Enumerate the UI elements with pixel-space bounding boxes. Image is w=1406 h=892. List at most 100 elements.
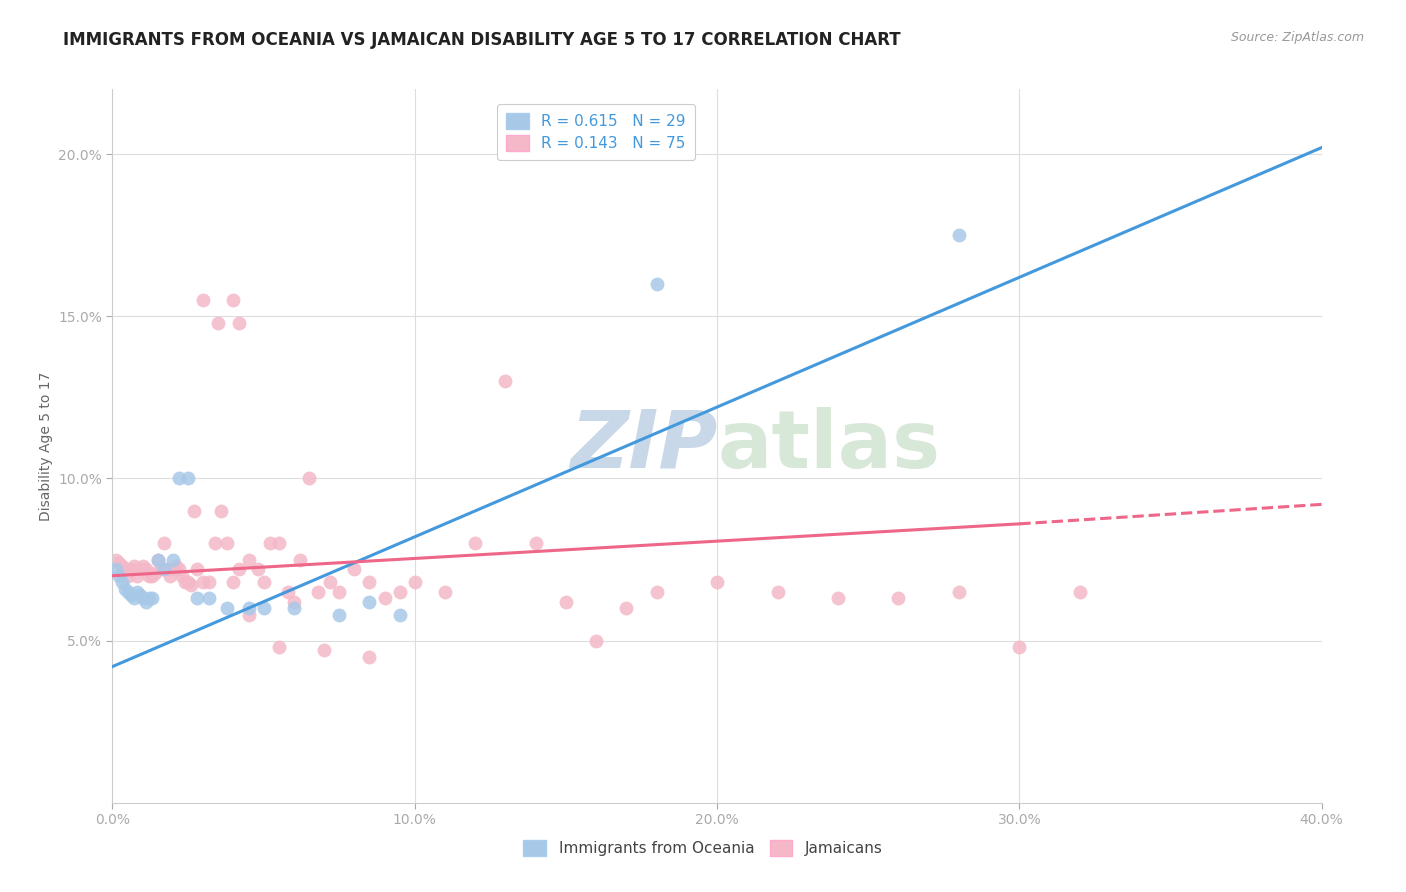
Point xyxy=(138,568,160,582)
Point xyxy=(948,585,970,599)
Point xyxy=(277,585,299,599)
Point xyxy=(359,649,381,664)
Point xyxy=(186,591,208,606)
Point xyxy=(191,575,214,590)
Text: Source: ZipAtlas.com: Source: ZipAtlas.com xyxy=(1230,31,1364,45)
Point xyxy=(328,607,350,622)
Point xyxy=(524,536,547,550)
Point xyxy=(104,562,127,576)
Point xyxy=(253,601,276,615)
Point xyxy=(238,601,260,615)
Point xyxy=(209,504,232,518)
Point xyxy=(319,575,342,590)
Point xyxy=(217,601,239,615)
Point xyxy=(146,552,169,566)
Point xyxy=(120,588,142,602)
Point xyxy=(198,591,221,606)
Point xyxy=(122,559,145,574)
Point xyxy=(204,536,226,550)
Point xyxy=(128,588,150,602)
Point xyxy=(645,277,668,291)
Point xyxy=(104,552,127,566)
Point xyxy=(374,591,396,606)
Point xyxy=(404,575,426,590)
Point xyxy=(1069,585,1091,599)
Point xyxy=(174,575,197,590)
Point xyxy=(222,575,245,590)
Text: ZIP: ZIP xyxy=(569,407,717,485)
Point xyxy=(288,552,311,566)
Point xyxy=(114,562,136,576)
Legend: Immigrants from Oceania, Jamaicans: Immigrants from Oceania, Jamaicans xyxy=(517,834,889,862)
Point xyxy=(107,568,129,582)
Point xyxy=(159,568,181,582)
Point xyxy=(359,595,381,609)
Point xyxy=(149,562,172,576)
Point xyxy=(153,536,176,550)
Point xyxy=(314,643,336,657)
Point xyxy=(191,293,214,307)
Y-axis label: Disability Age 5 to 17: Disability Age 5 to 17 xyxy=(38,371,52,521)
Point xyxy=(887,591,910,606)
Point xyxy=(359,575,381,590)
Point xyxy=(128,562,150,576)
Point xyxy=(645,585,668,599)
Point xyxy=(135,562,157,576)
Point xyxy=(110,559,132,574)
Point xyxy=(143,566,166,580)
Point xyxy=(180,578,202,592)
Point xyxy=(253,575,276,590)
Point xyxy=(616,601,638,615)
Point xyxy=(146,552,169,566)
Point xyxy=(217,536,239,550)
Point xyxy=(554,595,576,609)
Point xyxy=(1008,640,1031,654)
Point xyxy=(948,228,970,243)
Legend: R = 0.615   N = 29, R = 0.143   N = 75: R = 0.615 N = 29, R = 0.143 N = 75 xyxy=(498,104,695,161)
Point xyxy=(198,575,221,590)
Point xyxy=(827,591,849,606)
Point xyxy=(388,607,411,622)
Point xyxy=(107,556,129,570)
Point xyxy=(388,585,411,599)
Point xyxy=(267,640,290,654)
Point xyxy=(153,562,176,576)
Point xyxy=(132,591,155,606)
Point xyxy=(170,568,193,582)
Point xyxy=(343,562,366,576)
Point xyxy=(114,582,136,596)
Point xyxy=(307,585,329,599)
Point xyxy=(167,562,190,576)
Point xyxy=(228,316,250,330)
Point xyxy=(162,562,184,576)
Point xyxy=(228,562,250,576)
Point xyxy=(117,568,139,582)
Point xyxy=(177,471,200,485)
Point xyxy=(495,374,517,388)
Point xyxy=(138,591,160,606)
Point xyxy=(135,595,157,609)
Point xyxy=(141,568,163,582)
Point xyxy=(283,601,305,615)
Point xyxy=(141,591,163,606)
Point xyxy=(120,562,142,576)
Point xyxy=(464,536,486,550)
Point xyxy=(585,633,607,648)
Point xyxy=(706,575,728,590)
Point xyxy=(328,585,350,599)
Point xyxy=(177,575,200,590)
Point xyxy=(433,585,456,599)
Point xyxy=(165,559,187,574)
Text: IMMIGRANTS FROM OCEANIA VS JAMAICAN DISABILITY AGE 5 TO 17 CORRELATION CHART: IMMIGRANTS FROM OCEANIA VS JAMAICAN DISA… xyxy=(63,31,901,49)
Point xyxy=(183,504,205,518)
Point xyxy=(125,585,148,599)
Point xyxy=(238,552,260,566)
Point xyxy=(132,559,155,574)
Point xyxy=(156,562,179,576)
Point xyxy=(122,591,145,606)
Point xyxy=(267,536,290,550)
Point xyxy=(222,293,245,307)
Point xyxy=(125,568,148,582)
Point xyxy=(259,536,281,550)
Point xyxy=(117,585,139,599)
